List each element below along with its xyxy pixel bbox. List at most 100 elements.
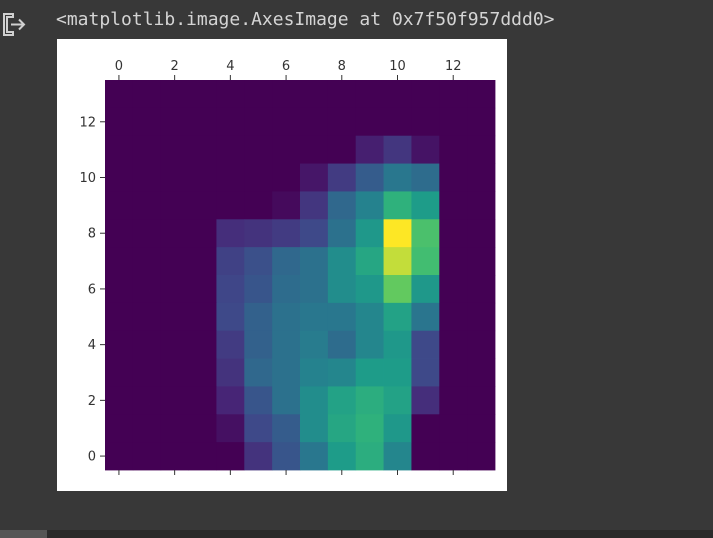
heatmap-cell xyxy=(132,80,162,109)
heatmap-cell xyxy=(160,275,189,304)
heatmap-plot: 0 2 4 6 8 10 12 0 2 4 6 8 10 12 xyxy=(79,59,496,475)
heatmap-cell xyxy=(327,414,357,443)
heatmap-cell xyxy=(383,386,412,415)
heatmap-cell xyxy=(105,80,134,109)
heatmap-cell xyxy=(383,219,412,248)
heatmap-cell xyxy=(355,107,384,137)
heatmap-cell xyxy=(105,191,134,220)
output-arrow-icon[interactable] xyxy=(0,8,30,38)
heatmap-cell xyxy=(160,358,189,387)
heatmap-cell xyxy=(383,191,412,220)
heatmap-cell xyxy=(439,191,468,220)
heatmap-cell xyxy=(105,163,134,192)
heatmap-cell xyxy=(439,135,468,164)
heatmap-cell xyxy=(188,80,217,109)
heatmap-cell xyxy=(355,191,384,220)
heatmap-cell xyxy=(355,386,384,415)
heatmap-cell xyxy=(272,247,301,276)
heatmap-cell xyxy=(160,163,189,192)
heatmap-cell xyxy=(300,302,329,332)
heatmap-cell xyxy=(272,135,301,164)
heatmap-cell xyxy=(411,247,440,276)
heatmap-cell xyxy=(216,219,245,248)
heatmap-cell xyxy=(300,275,329,304)
heatmap-cell xyxy=(244,275,273,304)
heatmap-cell xyxy=(244,386,273,415)
heatmap-cell xyxy=(216,80,245,109)
heatmap-cell xyxy=(383,302,412,332)
heatmap-cell xyxy=(216,247,245,276)
heatmap-cell xyxy=(160,107,189,137)
heatmap-cell xyxy=(132,302,162,332)
heatmap-cell xyxy=(355,219,384,248)
heatmap-cell xyxy=(105,386,134,415)
heatmap-cell xyxy=(132,163,162,192)
heatmap-cell xyxy=(383,135,412,164)
heatmap-cell xyxy=(300,163,329,192)
heatmap-cell xyxy=(160,386,189,415)
heatmap-cell xyxy=(132,414,162,443)
heatmap-cell xyxy=(411,442,440,471)
heatmap-cell xyxy=(132,107,162,137)
heatmap-cell xyxy=(188,442,217,471)
x-tick-label: 6 xyxy=(282,59,290,74)
heatmap-cell xyxy=(244,80,273,109)
heatmap-cell xyxy=(327,442,357,471)
heatmap-cell xyxy=(411,135,440,164)
heatmap-cell xyxy=(383,107,412,137)
heatmap-cell xyxy=(467,330,496,359)
y-tick-label: 4 xyxy=(88,338,96,353)
heatmap-cell xyxy=(439,330,468,359)
heatmap-cell xyxy=(439,163,468,192)
heatmap-cell xyxy=(105,302,134,332)
heatmap-cell xyxy=(105,330,134,359)
horizontal-scrollbar[interactable] xyxy=(0,530,713,538)
heatmap-cell xyxy=(467,107,496,137)
heatmap-cell xyxy=(132,191,162,220)
heatmap-cell xyxy=(355,358,384,387)
heatmap-cell xyxy=(272,163,301,192)
heatmap-cell xyxy=(300,386,329,415)
heatmap-cell xyxy=(105,358,134,387)
y-tick-label: 12 xyxy=(79,115,96,130)
heatmap-cell xyxy=(160,80,189,109)
heatmap-cell xyxy=(132,442,162,471)
heatmap-cell xyxy=(355,163,384,192)
heatmap-cell xyxy=(272,358,301,387)
heatmap-cell xyxy=(300,219,329,248)
heatmap-cell xyxy=(105,107,134,137)
heatmap-cell xyxy=(383,442,412,471)
heatmap-cell xyxy=(439,80,468,109)
heatmap-cell xyxy=(467,191,496,220)
heatmap-cell xyxy=(160,191,189,220)
heatmap-cell xyxy=(272,414,301,443)
heatmap-cell xyxy=(244,107,273,137)
heatmap-cell xyxy=(467,247,496,276)
heatmap-cell xyxy=(160,219,189,248)
heatmap-cell xyxy=(467,358,496,387)
heatmap-cell xyxy=(160,247,189,276)
heatmap-cell xyxy=(300,80,329,109)
heatmap-cell xyxy=(272,386,301,415)
heatmap-cell xyxy=(411,414,440,443)
heatmap-cell xyxy=(439,386,468,415)
scrollbar-thumb[interactable] xyxy=(0,530,47,538)
heatmap-cell xyxy=(300,358,329,387)
heatmap-cell xyxy=(216,302,245,332)
heatmap-cell xyxy=(300,135,329,164)
x-tick-label: 4 xyxy=(226,59,234,74)
heatmap-cell xyxy=(216,135,245,164)
heatmap-cell xyxy=(216,275,245,304)
heatmap-cell xyxy=(439,275,468,304)
heatmap-cell xyxy=(411,302,440,332)
heatmap-cell xyxy=(188,191,217,220)
heatmap-cell xyxy=(132,358,162,387)
heatmap-cell xyxy=(216,191,245,220)
heatmap-cell xyxy=(383,358,412,387)
heatmap-cell xyxy=(188,358,217,387)
heatmap-cell xyxy=(132,330,162,359)
heatmap-cell xyxy=(105,219,134,248)
heatmap-cell xyxy=(327,191,357,220)
heatmap-cell xyxy=(160,302,189,332)
